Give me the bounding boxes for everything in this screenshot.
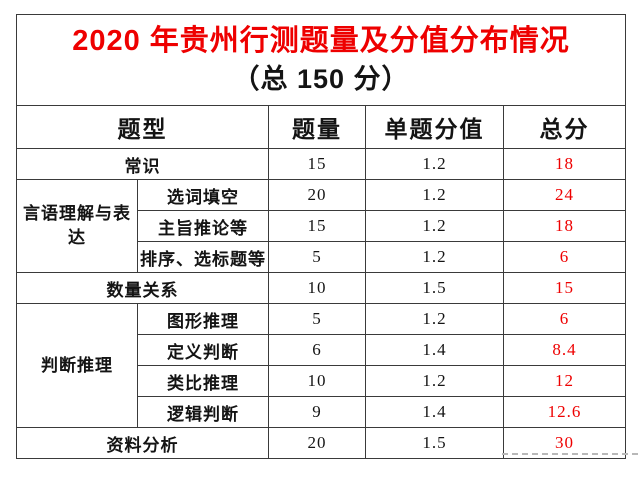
per-item-cell: 1.2 [365, 179, 504, 211]
total-cell: 15 [502, 272, 627, 304]
table-row-paixu: 排序、选标题等 5 1.2 6 [17, 241, 627, 273]
total-cell: 6 [502, 303, 627, 335]
per-item-cell: 1.2 [365, 365, 504, 397]
table-row-leibituili: 类比推理 10 1.2 12 [17, 365, 627, 397]
table-row-zhuzhituilun: 主旨推论等 15 1.2 18 [17, 210, 627, 242]
count-cell: 20 [268, 427, 366, 459]
subtype-cell: 逻辑判断 [137, 396, 269, 428]
count-cell: 20 [268, 179, 366, 211]
per-item-cell: 1.2 [365, 241, 504, 273]
header-row: 题型 题量 单题分值 总分 [16, 105, 627, 149]
category-group-yanyu: 言语理解与表达 [16, 179, 138, 273]
per-item-cell: 1.5 [365, 272, 504, 304]
total-cell: 18 [502, 210, 627, 242]
per-item-cell: 1.5 [365, 427, 504, 459]
subtype-cell: 主旨推论等 [137, 210, 269, 242]
table-title: 2020 年贵州行测题量及分值分布情况 [72, 24, 570, 57]
table-row-changshi: 常识 15 1.2 18 [16, 148, 627, 180]
count-cell: 10 [268, 272, 366, 304]
subtype-cell: 排序、选标题等 [137, 241, 269, 273]
table-row-ziliaofenxi: 资料分析 20 1.5 30 [16, 427, 627, 459]
subtype-cell: 选词填空 [137, 179, 269, 211]
subtype-cell: 类比推理 [137, 365, 269, 397]
column-header-per-item-score: 单题分值 [365, 105, 504, 149]
per-item-cell: 1.2 [365, 148, 504, 180]
score-distribution-table: 2020 年贵州行测题量及分值分布情况 （总 150 分） 题型 题量 单题分值… [15, 14, 627, 459]
count-cell: 15 [268, 148, 366, 180]
count-cell: 6 [268, 334, 366, 366]
total-cell: 6 [502, 241, 627, 273]
column-header-total-score: 总分 [502, 105, 627, 149]
per-item-cell: 1.2 [365, 210, 504, 242]
count-cell: 5 [268, 241, 366, 273]
table-row-shuliangguanxi: 数量关系 10 1.5 15 [16, 272, 627, 304]
table-row-dingyipanduan: 定义判断 6 1.4 8.4 [17, 334, 627, 366]
title-row: 2020 年贵州行测题量及分值分布情况 （总 150 分） [15, 14, 627, 106]
watermark [502, 453, 638, 455]
table-subtitle-total-score: （总 150 分） [232, 64, 410, 95]
count-cell: 5 [268, 303, 366, 335]
table-row-xuancitiankong: 言语理解与表达 选词填空 20 1.2 24 [16, 179, 627, 273]
table-row-luojipanduan: 逻辑判断 9 1.4 12.6 [17, 396, 627, 428]
subtype-cell: 图形推理 [137, 303, 269, 335]
per-item-cell: 1.2 [365, 303, 504, 335]
total-cell: 18 [502, 148, 627, 180]
table-title-cell: 2020 年贵州行测题量及分值分布情况 （总 150 分） [15, 14, 627, 106]
column-header-question-type: 题型 [16, 105, 269, 149]
category-group-panduan: 判断推理 [16, 303, 138, 428]
per-item-cell: 1.4 [365, 334, 504, 366]
total-cell: 8.4 [502, 334, 627, 366]
total-cell: 12.6 [502, 396, 627, 428]
column-header-question-count: 题量 [268, 105, 366, 149]
subtype-cell: 定义判断 [137, 334, 269, 366]
count-cell: 15 [268, 210, 366, 242]
count-cell: 10 [268, 365, 366, 397]
category-cell: 资料分析 [16, 427, 269, 459]
category-cell: 数量关系 [16, 272, 269, 304]
table-row-tuxingtuili: 判断推理 图形推理 5 1.2 6 [16, 303, 627, 428]
total-cell: 24 [502, 179, 627, 211]
total-cell: 12 [502, 365, 627, 397]
category-cell: 常识 [16, 148, 269, 180]
count-cell: 9 [268, 396, 366, 428]
per-item-cell: 1.4 [365, 396, 504, 428]
